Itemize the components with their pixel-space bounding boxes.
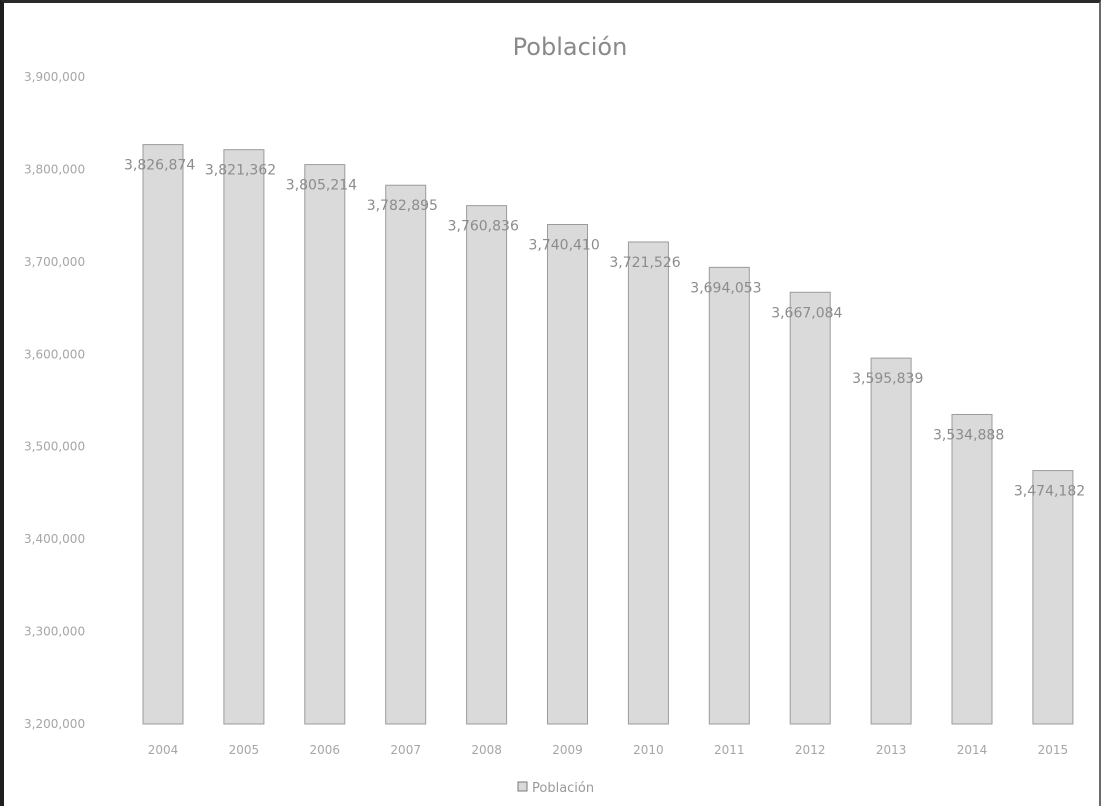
data-label-2015: 3,474,182 [1014,484,1085,500]
x-axis-ticks: 2004 2005 2006 2007 2008 2009 2010 2011 2012 2013… [148,743,1068,757]
data-label-2014: 3,534,888 [933,427,1004,443]
x-tick-label: 2014 [957,743,988,757]
y-axis-ticks: 3,200,000 3,300,000 3,400,000 3,500,000 3,60… [24,70,85,731]
x-tick-label: 2007 [390,743,421,757]
bar-2011 [708,266,750,725]
data-label-2008: 3,760,836 [448,219,519,235]
data-labels-group: 3,826,874 3,821,362 3,805,214 3,782,895 3,76… [124,158,1085,500]
x-tick-label: 2012 [795,743,826,757]
data-label-2013: 3,595,839 [852,371,923,387]
y-tick-label: 3,400,000 [24,532,85,546]
data-label-2005: 3,821,362 [205,163,276,179]
x-tick-label: 2009 [552,743,583,757]
bars-group [142,144,1074,725]
data-label-2009: 3,740,410 [529,238,600,254]
bar-2005 [223,149,265,725]
data-label-2006: 3,805,214 [286,178,357,194]
x-tick-label: 2008 [471,743,502,757]
legend-label: Población [532,781,594,796]
bar-2013 [870,357,912,725]
bar-2010 [627,241,669,725]
bar-2006 [304,164,346,725]
x-tick-label: 2004 [148,743,179,757]
bar-2004 [142,144,184,725]
y-tick-label: 3,800,000 [24,162,85,176]
x-tick-label: 2013 [876,743,907,757]
x-tick-label: 2011 [714,743,745,757]
y-tick-label: 3,300,000 [24,625,85,639]
chart-svg: Población 3,200,000 3,300,000 3,400,000 3,5… [24,33,1085,796]
bar-2009 [547,224,588,725]
data-label-2004: 3,826,874 [124,158,195,174]
x-tick-label: 2005 [229,743,260,757]
x-tick-label: 2006 [310,743,341,757]
y-tick-label: 3,700,000 [24,255,85,269]
x-tick-label: 2015 [1038,743,1069,757]
bar-2007 [385,184,427,725]
bar-2012 [789,291,831,725]
legend-swatch [517,781,528,792]
y-tick-label: 3,900,000 [24,70,85,84]
x-tick-label: 2010 [633,743,664,757]
data-label-2012: 3,667,084 [771,305,842,321]
data-label-2010: 3,721,526 [609,255,680,271]
bar-2015 [1032,470,1074,725]
y-tick-label: 3,500,000 [24,440,85,454]
y-tick-label: 3,200,000 [24,717,85,731]
bar-2008 [466,205,508,725]
chart-title: Población [513,33,628,61]
data-label-2007: 3,782,895 [367,198,438,214]
y-tick-label: 3,600,000 [24,347,85,361]
bar-2014 [951,413,993,725]
data-label-2011: 3,694,053 [690,280,761,296]
legend: Población [517,781,594,796]
